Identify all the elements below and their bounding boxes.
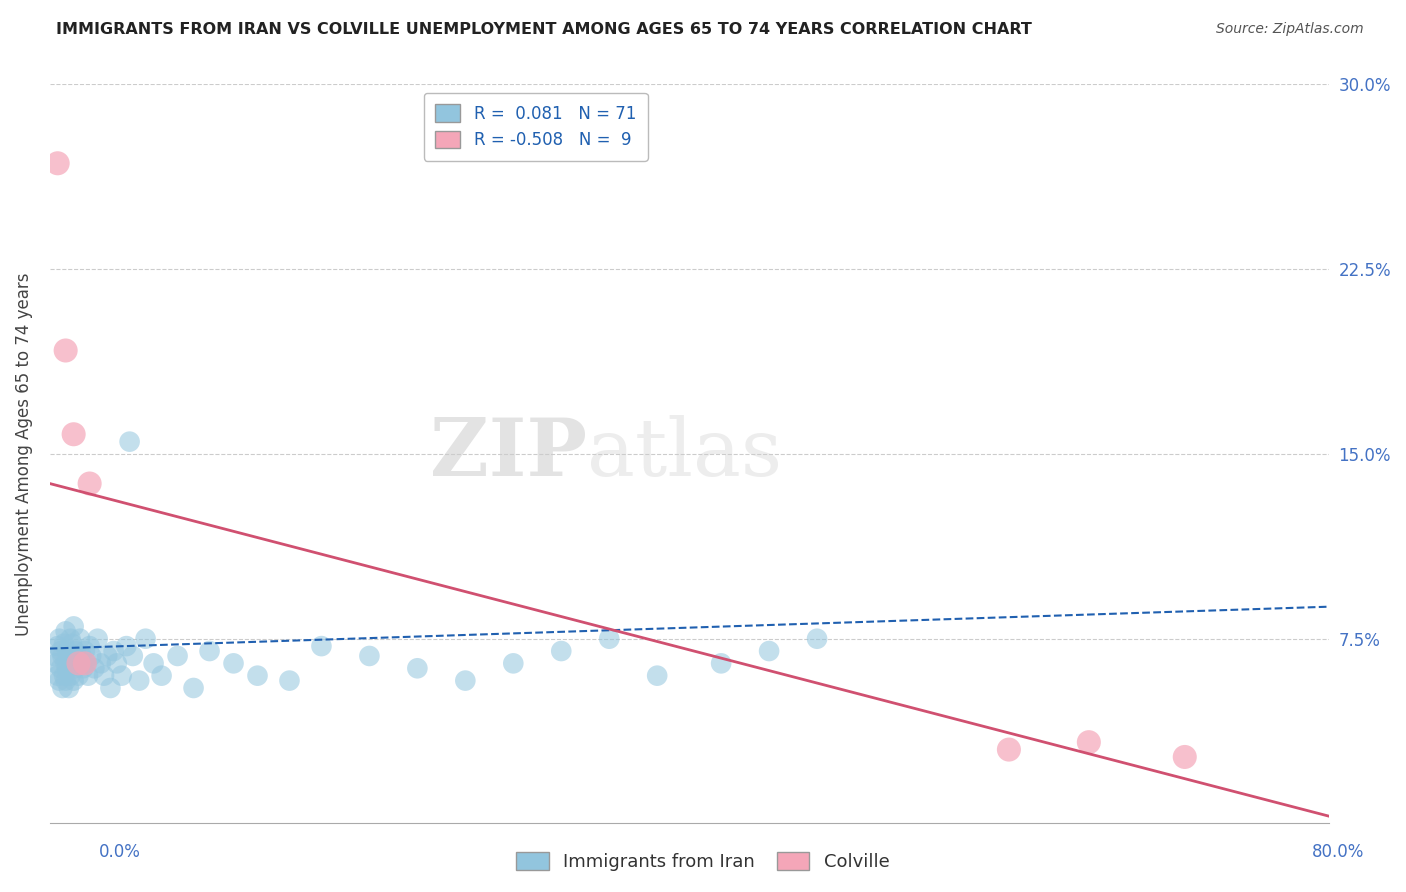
Point bbox=[118, 434, 141, 449]
Point bbox=[48, 673, 70, 688]
Point bbox=[45, 657, 67, 671]
Point bbox=[55, 673, 77, 688]
Point bbox=[55, 343, 77, 358]
Point bbox=[51, 681, 73, 695]
Point bbox=[62, 673, 84, 688]
Point bbox=[73, 644, 96, 658]
Text: IMMIGRANTS FROM IRAN VS COLVILLE UNEMPLOYMENT AMONG AGES 65 TO 74 YEARS CORRELAT: IMMIGRANTS FROM IRAN VS COLVILLE UNEMPLO… bbox=[56, 22, 1032, 37]
Point bbox=[90, 657, 112, 671]
Point bbox=[222, 657, 245, 671]
Point bbox=[198, 644, 221, 658]
Point bbox=[311, 639, 333, 653]
Text: 0.0%: 0.0% bbox=[98, 843, 141, 861]
Point bbox=[70, 648, 93, 663]
Point bbox=[806, 632, 828, 646]
Y-axis label: Unemployment Among Ages 65 to 74 years: Unemployment Among Ages 65 to 74 years bbox=[15, 272, 32, 636]
Point bbox=[67, 668, 90, 682]
Point bbox=[67, 657, 90, 671]
Point bbox=[183, 681, 205, 695]
Point bbox=[121, 648, 143, 663]
Point bbox=[96, 648, 118, 663]
Point bbox=[59, 632, 82, 646]
Point bbox=[80, 648, 103, 663]
Point bbox=[59, 668, 82, 682]
Point bbox=[55, 657, 77, 671]
Point bbox=[79, 476, 101, 491]
Point bbox=[60, 657, 83, 671]
Point bbox=[406, 661, 429, 675]
Legend: Immigrants from Iran, Colville: Immigrants from Iran, Colville bbox=[509, 845, 897, 879]
Point bbox=[93, 668, 115, 682]
Point bbox=[454, 673, 477, 688]
Point bbox=[710, 657, 733, 671]
Point bbox=[69, 632, 91, 646]
Point bbox=[51, 648, 73, 663]
Point bbox=[550, 644, 572, 658]
Point bbox=[44, 648, 66, 663]
Point bbox=[128, 673, 150, 688]
Point bbox=[83, 661, 105, 675]
Point bbox=[278, 673, 301, 688]
Point bbox=[998, 742, 1021, 756]
Point bbox=[46, 639, 69, 653]
Point bbox=[49, 644, 72, 658]
Point bbox=[46, 156, 69, 170]
Point bbox=[103, 644, 125, 658]
Point bbox=[56, 661, 79, 675]
Point bbox=[58, 681, 80, 695]
Point bbox=[79, 639, 101, 653]
Point bbox=[72, 661, 94, 675]
Point bbox=[48, 632, 70, 646]
Point bbox=[53, 637, 76, 651]
Point bbox=[62, 427, 84, 442]
Point bbox=[58, 648, 80, 663]
Point bbox=[758, 644, 780, 658]
Point bbox=[1174, 750, 1197, 764]
Point bbox=[359, 648, 381, 663]
Text: 80.0%: 80.0% bbox=[1312, 843, 1364, 861]
Point bbox=[77, 668, 100, 682]
Point bbox=[142, 657, 165, 671]
Point bbox=[75, 657, 97, 671]
Point bbox=[65, 661, 87, 675]
Point bbox=[150, 668, 173, 682]
Point bbox=[60, 637, 83, 651]
Point bbox=[246, 668, 269, 682]
Point bbox=[105, 657, 128, 671]
Legend: R =  0.081   N = 71, R = -0.508   N =  9: R = 0.081 N = 71, R = -0.508 N = 9 bbox=[423, 93, 648, 161]
Point bbox=[62, 619, 84, 633]
Point bbox=[115, 639, 138, 653]
Point bbox=[67, 657, 90, 671]
Point bbox=[645, 668, 668, 682]
Point bbox=[110, 668, 132, 682]
Point bbox=[66, 648, 89, 663]
Point bbox=[86, 632, 108, 646]
Point bbox=[56, 644, 79, 658]
Point bbox=[1077, 735, 1099, 749]
Point bbox=[49, 661, 72, 675]
Text: atlas: atlas bbox=[586, 415, 782, 493]
Point bbox=[598, 632, 620, 646]
Point bbox=[502, 657, 524, 671]
Point bbox=[73, 657, 96, 671]
Point bbox=[46, 668, 69, 682]
Text: ZIP: ZIP bbox=[430, 415, 586, 493]
Text: Source: ZipAtlas.com: Source: ZipAtlas.com bbox=[1216, 22, 1364, 37]
Point bbox=[135, 632, 157, 646]
Point bbox=[65, 644, 87, 658]
Point bbox=[166, 648, 188, 663]
Point bbox=[100, 681, 122, 695]
Point bbox=[53, 668, 76, 682]
Point bbox=[55, 624, 77, 639]
